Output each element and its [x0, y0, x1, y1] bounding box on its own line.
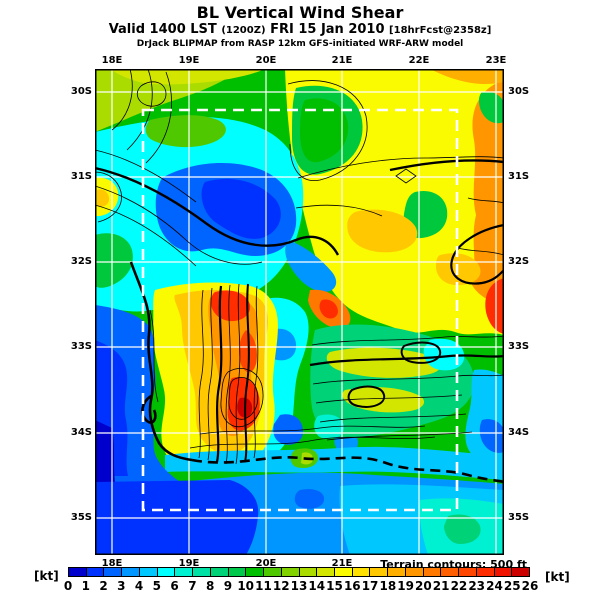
colorbar-tick: 1	[81, 579, 90, 593]
colorbar-cell	[86, 568, 105, 576]
colorbar-tick: 2	[99, 579, 108, 593]
latlon-grid	[95, 69, 504, 555]
colorbar-tick: 8	[205, 579, 215, 593]
valid-time-line: Valid 1400 LST (1200Z) FRI 15 Jan 2010 […	[0, 22, 600, 37]
colorbar-tick: 18	[379, 579, 397, 593]
axis-label-lat-right: 31S	[508, 171, 530, 182]
colorbar-tick: 7	[188, 579, 197, 593]
colorbar-cell	[157, 568, 176, 576]
colorbar-cell	[423, 568, 442, 576]
colorbar-cell	[317, 568, 336, 576]
axis-label-lat-right: 35S	[508, 512, 530, 523]
axis-label-lat-right: 32S	[508, 256, 530, 267]
colorbar-cell	[104, 568, 123, 576]
colorbar-cell	[139, 568, 158, 576]
colorbar-cell	[264, 568, 282, 576]
colorbar-tick: 0	[63, 579, 73, 593]
colorbar-cell	[512, 568, 530, 576]
axis-label-lon-top: 19E	[178, 55, 200, 66]
colorbar-tick: 9	[223, 579, 233, 593]
axis-label-lon-bottom: 21E	[331, 558, 353, 569]
unit-label-left: [kt]	[34, 569, 59, 583]
colorbar-tick: 11	[255, 579, 272, 593]
axis-label-lat-left: 33S	[70, 341, 92, 352]
model-domain-box	[141, 108, 459, 512]
colorbar-cell	[405, 568, 424, 576]
colorbar-cell	[370, 568, 389, 576]
colorbar-tick: 24	[486, 579, 503, 593]
colorbar-cell	[459, 568, 477, 576]
colorbar-tick: 21	[432, 579, 450, 593]
colorbar-tick: 19	[397, 579, 414, 593]
axis-label-lon-bottom: 18E	[101, 558, 123, 569]
axis-label-lat-left: 32S	[70, 256, 92, 267]
axis-label-lon-top: 18E	[101, 55, 123, 66]
colorbar-tick: 14	[308, 579, 326, 593]
colorbar-tick: 15	[326, 579, 343, 593]
colorbar-cell	[335, 568, 353, 576]
colorbar-cell	[175, 568, 194, 576]
colorbar-tick: 4	[134, 579, 144, 593]
colorbar-tick: 13	[290, 579, 308, 593]
colorbar-cell	[441, 568, 460, 576]
axis-label-lat-left: 35S	[70, 512, 92, 523]
colorbar-cell	[228, 568, 247, 576]
axis-label-lon-top: 22E	[408, 55, 430, 66]
colorbar-tick: 22	[450, 579, 468, 593]
colorbar-tick: 16	[343, 579, 361, 593]
map-frame	[95, 69, 504, 555]
colorbar-tick: 12	[272, 579, 290, 593]
axis-label-lat-right: 33S	[508, 341, 530, 352]
colorbar-tick: 3	[117, 579, 126, 593]
colorbar-cell	[210, 568, 229, 576]
coastline	[129, 261, 505, 484]
axis-label-lat-right: 30S	[508, 86, 530, 97]
colorbar-tick: 6	[170, 579, 179, 593]
colorbar-cell	[352, 568, 371, 576]
colorbar-cell	[299, 568, 318, 576]
axis-label-lon-bottom: 20E	[255, 558, 277, 569]
colorbar-tick: 20	[415, 579, 432, 593]
colorbar-cell	[494, 568, 513, 576]
colorbar-cell	[281, 568, 300, 576]
axis-label-lat-left: 30S	[70, 86, 92, 97]
colorbar-tick: 10	[237, 579, 255, 593]
map-plot-svg	[94, 68, 505, 555]
axis-label-lat-left: 34S	[70, 427, 92, 438]
forecast-cycle: [18hrFcst@2358z]	[389, 25, 492, 36]
colorbar-tick: 23	[468, 579, 486, 593]
colorbar-tick: 17	[361, 579, 379, 593]
wind-shear-map	[94, 68, 505, 555]
unit-label-right: [kt]	[545, 570, 570, 584]
valid-utc: (1200Z)	[221, 25, 266, 36]
colorbar-tick: 26	[521, 579, 539, 593]
colorbar-cell	[388, 568, 406, 576]
axis-label-lon-top: 23E	[485, 55, 507, 66]
colorbar-cell	[476, 568, 495, 576]
colorbar-cell	[122, 568, 140, 576]
valid-prefix: Valid 1400 LST	[108, 22, 222, 37]
colorbar-cell	[69, 568, 87, 576]
colorbar-cell	[246, 568, 265, 576]
valid-date: FRI 15 Jan 2010	[265, 22, 390, 37]
page-title: BL Vertical Wind Shear	[196, 3, 404, 22]
axis-label-lon-bottom: 19E	[178, 558, 200, 569]
axis-label-lon-top: 21E	[331, 55, 353, 66]
model-source-line: DrJack BLIPMAP from RASP 12km GFS-initia…	[136, 39, 464, 49]
colorbar-tick: 5	[152, 579, 162, 593]
colorbar-tick: 25	[503, 579, 521, 593]
axis-label-lat-left: 31S	[70, 171, 92, 182]
colorbar-cell	[193, 568, 211, 576]
colorbar	[68, 567, 530, 577]
axis-label-lon-top: 20E	[255, 55, 277, 66]
axis-label-lat-right: 34S	[508, 427, 530, 438]
